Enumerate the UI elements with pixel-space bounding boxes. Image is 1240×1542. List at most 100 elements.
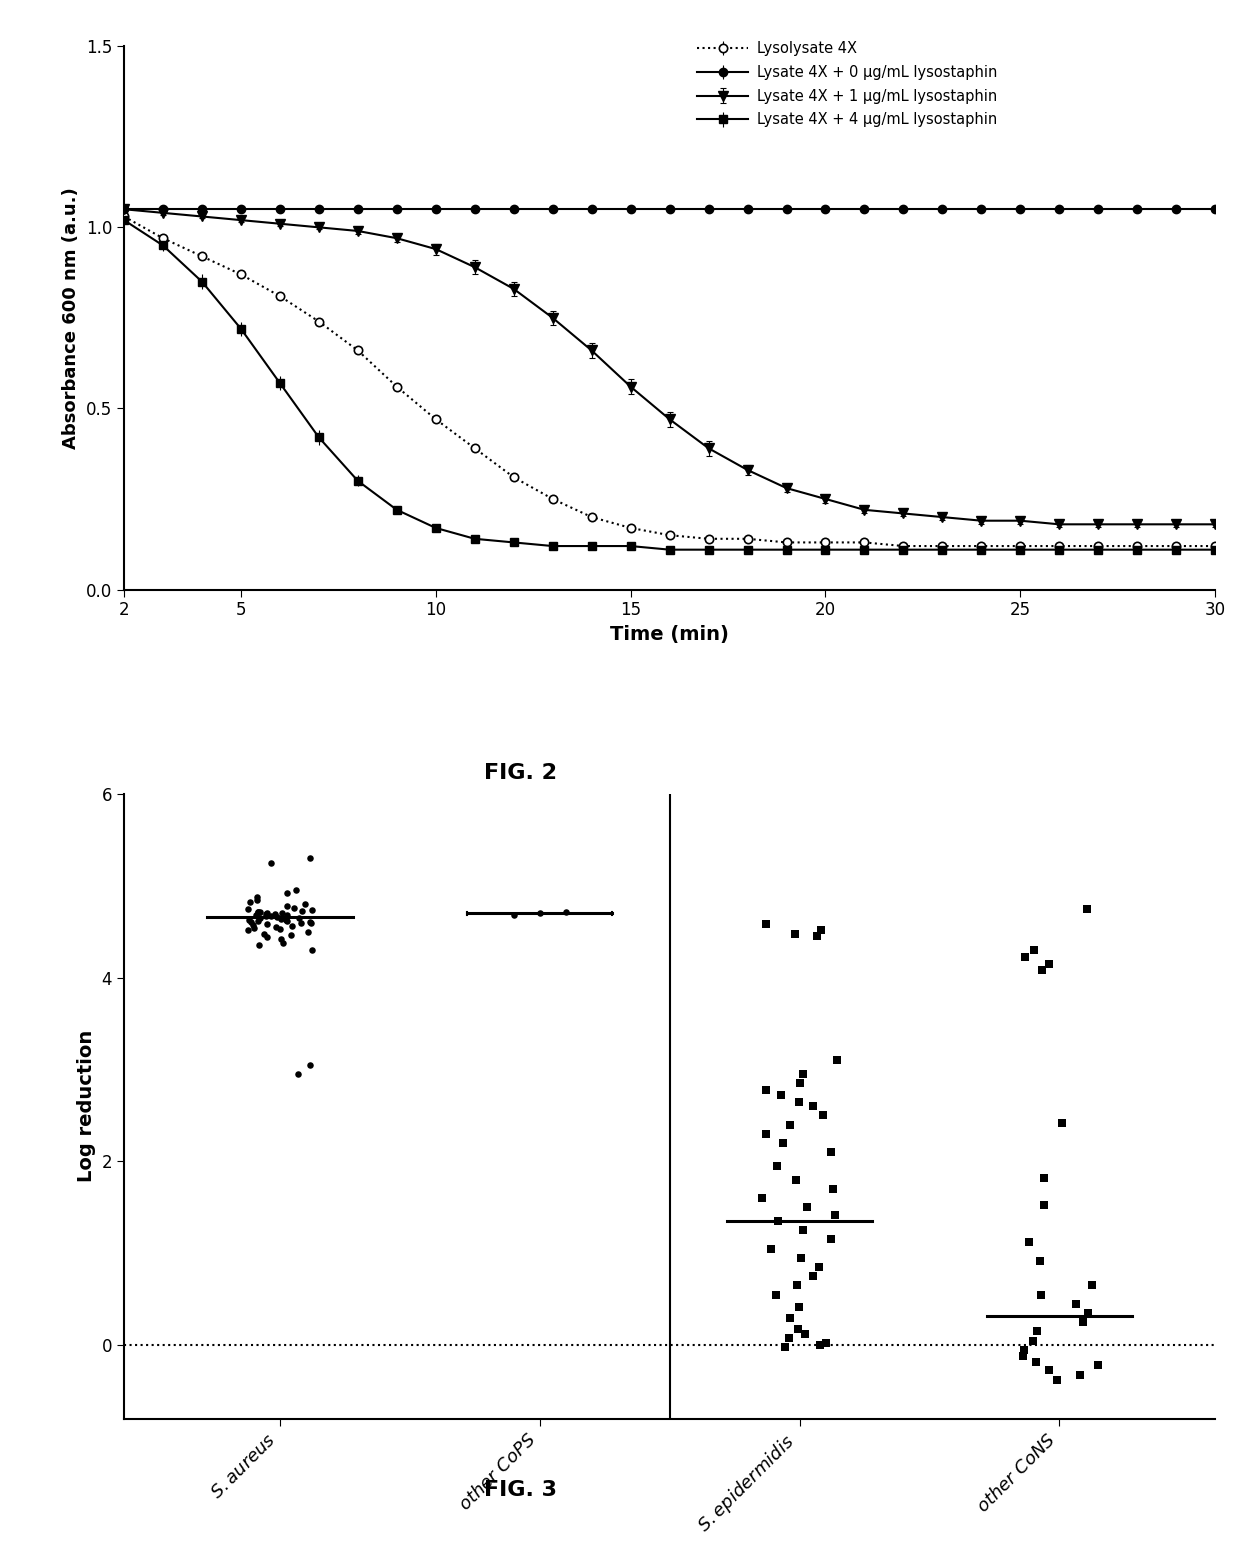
- Point: [241, 890, 260, 914]
- Point: [1078, 1300, 1097, 1325]
- Point: [293, 899, 312, 924]
- Point: [503, 904, 523, 928]
- Point: [265, 914, 285, 939]
- Point: [787, 1317, 807, 1342]
- Point: [249, 933, 269, 958]
- Point: [810, 1255, 830, 1280]
- Point: [265, 902, 285, 927]
- Point: [272, 901, 291, 925]
- Y-axis label: Log reduction: Log reduction: [77, 1030, 95, 1183]
- Point: [262, 851, 281, 876]
- Point: [277, 880, 296, 905]
- Point: [257, 911, 277, 936]
- Point: [273, 930, 293, 954]
- Point: [248, 901, 268, 925]
- Point: [289, 905, 309, 930]
- Point: [272, 927, 291, 951]
- Point: [768, 1153, 787, 1178]
- Point: [270, 907, 290, 931]
- Point: [1070, 1362, 1090, 1386]
- Point: [254, 921, 274, 945]
- Point: [278, 904, 298, 928]
- Point: [804, 1093, 823, 1118]
- Point: [761, 1237, 781, 1261]
- Point: [797, 1195, 817, 1220]
- Point: [281, 924, 301, 948]
- Point: [1032, 958, 1052, 982]
- Point: [1048, 1368, 1068, 1392]
- Point: [301, 938, 321, 962]
- Point: [1019, 1231, 1039, 1255]
- Point: [825, 1203, 844, 1227]
- Point: [756, 1078, 776, 1103]
- Point: [789, 1294, 808, 1318]
- Point: [773, 1130, 792, 1155]
- Point: [771, 1082, 791, 1107]
- Point: [791, 1246, 811, 1271]
- Point: [248, 899, 268, 924]
- Point: [260, 904, 280, 928]
- Point: [769, 1209, 789, 1234]
- Point: [295, 891, 315, 916]
- Point: [1034, 1166, 1054, 1190]
- Point: [802, 1264, 822, 1289]
- Point: [238, 896, 258, 921]
- Point: [289, 1062, 309, 1087]
- Point: [246, 904, 265, 928]
- Point: [1014, 1337, 1034, 1362]
- Point: [790, 1072, 810, 1096]
- Point: [300, 910, 320, 934]
- Point: [1076, 896, 1096, 921]
- Point: [755, 1121, 775, 1146]
- Point: [780, 1112, 800, 1136]
- Point: [811, 1332, 831, 1357]
- Point: [277, 894, 296, 919]
- X-axis label: Time (min): Time (min): [610, 625, 729, 645]
- Text: FIG. 3: FIG. 3: [485, 1480, 557, 1500]
- Point: [249, 905, 269, 930]
- Point: [1034, 1194, 1054, 1218]
- Point: [1030, 1249, 1050, 1274]
- Point: [529, 901, 549, 925]
- Point: [807, 924, 827, 948]
- Point: [1066, 1292, 1086, 1317]
- Point: [278, 908, 298, 933]
- Point: [779, 1326, 799, 1351]
- Point: [1024, 938, 1044, 962]
- Point: [780, 1305, 800, 1329]
- Point: [753, 1186, 773, 1210]
- Point: [786, 1167, 806, 1192]
- Point: [1025, 1349, 1045, 1374]
- Point: [283, 914, 303, 939]
- Point: [248, 908, 268, 933]
- Point: [1013, 1343, 1033, 1368]
- Point: [792, 1062, 812, 1087]
- Point: [1074, 1309, 1094, 1334]
- Point: [298, 919, 317, 944]
- Point: [556, 899, 575, 924]
- Point: [823, 1177, 843, 1201]
- Point: [821, 1227, 841, 1252]
- Text: FIG. 2: FIG. 2: [485, 763, 557, 783]
- Point: [1089, 1352, 1109, 1377]
- Point: [775, 1335, 795, 1360]
- Point: [250, 899, 270, 924]
- Point: [247, 885, 267, 910]
- Point: [241, 910, 260, 934]
- Point: [1083, 1274, 1102, 1298]
- Point: [790, 1089, 810, 1113]
- Point: [785, 921, 805, 945]
- Point: [756, 911, 776, 936]
- Y-axis label: Absorbance 600 nm (a.u.): Absorbance 600 nm (a.u.): [62, 187, 81, 449]
- Point: [243, 913, 263, 938]
- Point: [1039, 1357, 1059, 1382]
- Point: [1052, 1110, 1071, 1135]
- Point: [285, 877, 305, 902]
- Point: [255, 902, 275, 927]
- Point: [238, 917, 258, 942]
- Point: [816, 1331, 836, 1355]
- Point: [794, 1218, 813, 1243]
- Point: [255, 904, 275, 928]
- Point: [1027, 1318, 1047, 1343]
- Legend: Lysolysate 4X, Lysate 4X + 0 µg/mL lysostaphin, Lysate 4X + 1 µg/mL lysostaphin,: Lysolysate 4X, Lysate 4X + 0 µg/mL lysos…: [692, 35, 1003, 133]
